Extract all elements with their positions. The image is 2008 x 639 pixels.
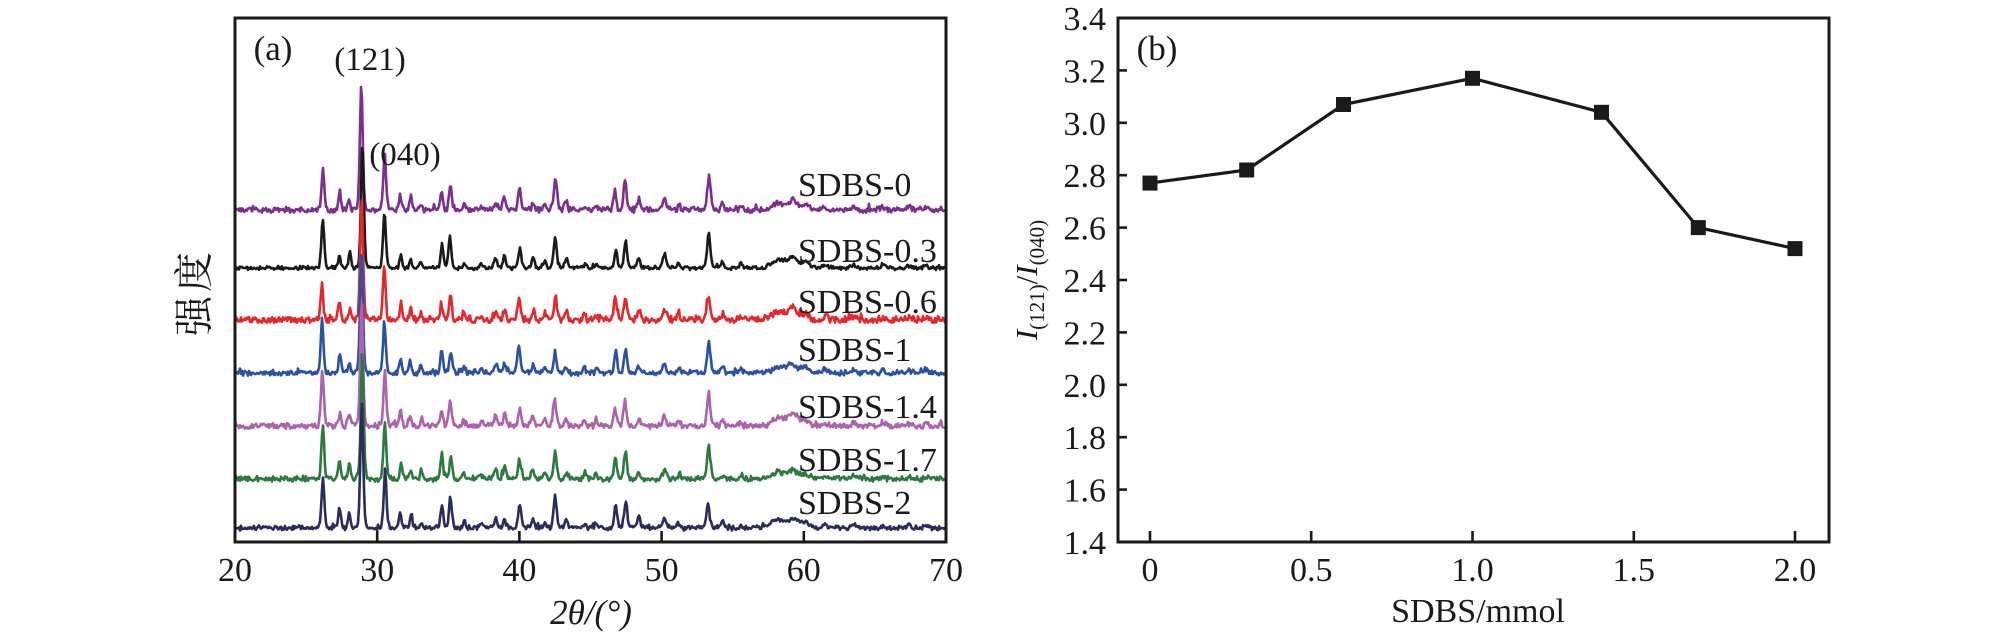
svg-text:SDBS-2: SDBS-2 bbox=[798, 485, 911, 522]
svg-text:0: 0 bbox=[1142, 552, 1159, 589]
svg-text:(a): (a) bbox=[254, 29, 293, 68]
svg-text:1.4: 1.4 bbox=[1064, 525, 1107, 562]
svg-text:70: 70 bbox=[929, 552, 963, 589]
svg-text:40: 40 bbox=[502, 552, 536, 589]
svg-text:0.5: 0.5 bbox=[1290, 552, 1333, 589]
svg-text:2.6: 2.6 bbox=[1064, 211, 1107, 248]
svg-text:2.8: 2.8 bbox=[1064, 158, 1107, 195]
svg-text:60: 60 bbox=[787, 552, 821, 589]
svg-text:SDBS-1.7: SDBS-1.7 bbox=[798, 442, 937, 479]
svg-text:SDBS-1.4: SDBS-1.4 bbox=[798, 389, 937, 426]
svg-text:SDBS-0: SDBS-0 bbox=[798, 167, 911, 204]
svg-text:SDBS-1: SDBS-1 bbox=[798, 332, 911, 369]
svg-text:SDBS/mmol: SDBS/mmol bbox=[1391, 593, 1565, 630]
svg-text:2.0: 2.0 bbox=[1064, 368, 1107, 405]
svg-text:1.6: 1.6 bbox=[1064, 473, 1107, 510]
svg-text:3.2: 3.2 bbox=[1064, 53, 1107, 90]
svg-text:2.4: 2.4 bbox=[1064, 263, 1107, 300]
svg-text:20: 20 bbox=[218, 552, 252, 589]
svg-text:I(121)/I(040): I(121)/I(040) bbox=[1009, 220, 1049, 341]
svg-text:50: 50 bbox=[645, 552, 679, 589]
svg-text:SDBS-0.6: SDBS-0.6 bbox=[798, 284, 937, 321]
svg-text:3.0: 3.0 bbox=[1064, 106, 1107, 143]
svg-text:30: 30 bbox=[360, 552, 394, 589]
svg-text:2θ/(°): 2θ/(°) bbox=[550, 593, 632, 632]
svg-text:(121): (121) bbox=[334, 42, 405, 78]
svg-text:2.2: 2.2 bbox=[1064, 315, 1107, 352]
svg-text:(b): (b) bbox=[1137, 29, 1178, 68]
svg-text:2.0: 2.0 bbox=[1774, 552, 1817, 589]
svg-text:SDBS-0.3: SDBS-0.3 bbox=[798, 233, 937, 270]
svg-text:3.4: 3.4 bbox=[1064, 1, 1107, 38]
svg-text:(040): (040) bbox=[369, 137, 440, 173]
svg-text:1.0: 1.0 bbox=[1451, 552, 1494, 589]
svg-text:1.8: 1.8 bbox=[1064, 420, 1107, 457]
svg-text:1.5: 1.5 bbox=[1613, 552, 1656, 589]
